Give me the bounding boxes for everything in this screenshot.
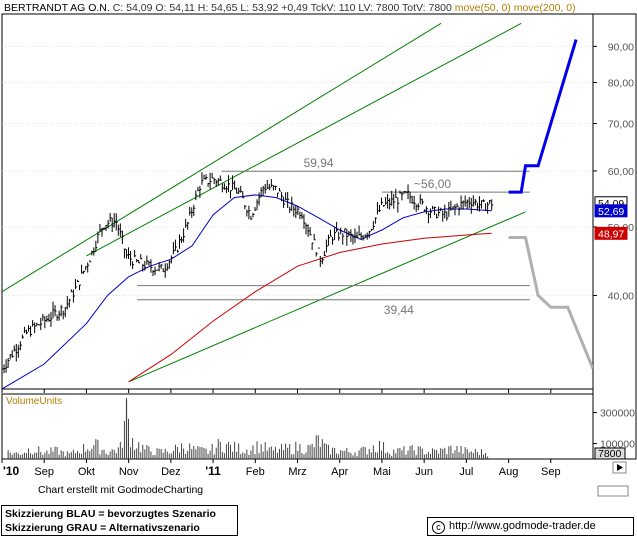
ma50-line: [2, 194, 492, 389]
legend-blue: Skizzierung BLAU = bevorzugtes Szenario: [5, 508, 216, 520]
level-label: 59,94: [304, 156, 334, 170]
header-quote-0: C: 54,09: [113, 2, 156, 14]
y-tick-label: 90,00: [608, 41, 634, 53]
header-ma-0: move(50, 0): [455, 2, 514, 14]
y-tick-label: 80,00: [608, 78, 634, 90]
header-title: BERTRANDT AG O.N.: [4, 2, 113, 14]
header-quote-2: H: 54,65: [198, 2, 241, 14]
header-ma-1: move(200, 0): [514, 2, 576, 14]
price-plot: 59,94 ~56,00 39,44: [2, 22, 593, 389]
scroll-right-icon: [617, 464, 623, 471]
x-tick-label: Aug: [499, 466, 519, 478]
price-series: [2, 172, 494, 374]
x-tick-label: Mai: [373, 466, 391, 478]
x-tick-label: Jul: [459, 466, 473, 478]
source-url[interactable]: http://www.godmode-trader.de: [449, 520, 596, 532]
y-tick-label: 60,00: [608, 166, 634, 178]
value-label-box: [594, 204, 628, 218]
x-tick-label: Feb: [246, 466, 265, 478]
volume-last-label: 7800: [598, 448, 622, 460]
header-quote-1: O: 54,11: [155, 2, 197, 14]
x-tick-label: Mrz: [288, 466, 306, 478]
copyright-icon: c: [432, 521, 445, 534]
header-quote-5: TckV: 110: [311, 2, 359, 14]
scenario-legend: Skizzierung BLAU = bevorzugtes Szenario …: [1, 505, 238, 536]
header-quote-6: LV: 7800: [358, 2, 402, 14]
volume-tick-label: 300000: [600, 408, 635, 420]
x-tick-label: Jun: [415, 466, 433, 478]
source-url-box[interactable]: c http://www.godmode-trader.de: [427, 517, 634, 536]
header-quote-7: TotV: 7800: [402, 2, 455, 14]
ma200-line: [128, 232, 492, 383]
trend-channel-line: [2, 22, 442, 293]
volume-panel: [1, 393, 594, 460]
volume-series: [7, 397, 489, 459]
x-tick-label: Nov: [119, 466, 139, 478]
trend-channel-line: [128, 211, 526, 383]
legend-grey: Skizzierung GRAU = Alternativszenario: [5, 522, 200, 534]
header-quote-4: +0,49: [281, 2, 310, 14]
x-tick-label: '11: [205, 464, 221, 478]
y-tick-label: 70,00: [608, 119, 634, 131]
value-label-box: [594, 226, 628, 240]
value-label: 48,97: [598, 228, 624, 240]
volume-title: VolumeUnits: [6, 396, 62, 407]
level-label: 39,44: [384, 303, 414, 317]
value-label: 52,69: [598, 206, 624, 218]
x-tick-label: Sep: [541, 466, 561, 478]
x-tick-label: Okt: [78, 466, 95, 478]
x-tick-label: '10: [3, 464, 20, 478]
scenario-grey-line: [508, 236, 593, 370]
volume-last-box: [594, 447, 626, 460]
level-label: ~56,00: [414, 177, 451, 191]
zoom-control-icon: [597, 485, 629, 497]
y-tick-label: 40,00: [608, 290, 634, 302]
x-tick-label: Dez: [161, 466, 181, 478]
x-tick-label: Apr: [331, 466, 348, 478]
scenario-blue-line: [508, 39, 578, 194]
chart-credit: Chart erstellt mit GodmodeCharting: [38, 484, 204, 496]
header-quote-3: L: 53,92: [240, 2, 281, 14]
chart-header: BERTRANDT AG O.N. C: 54,09 O: 54,11 H: 5…: [4, 2, 576, 14]
trend-channel-line: [86, 22, 522, 257]
x-tick-label: Sep: [34, 466, 54, 478]
price-panel: [1, 13, 594, 390]
